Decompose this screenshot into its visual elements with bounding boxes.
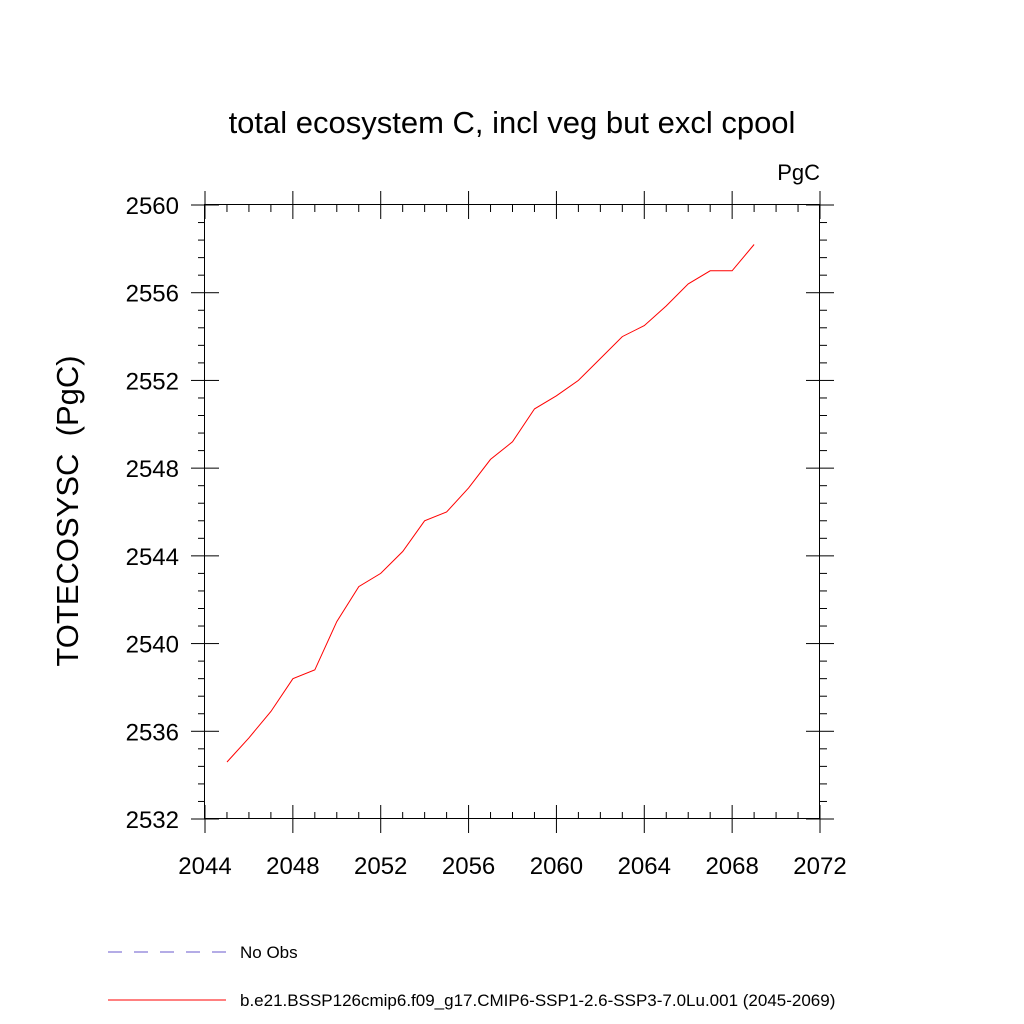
y-tick-label: 2552 <box>126 368 179 395</box>
series-line <box>226 244 755 763</box>
y-tick-label: 2560 <box>126 193 179 220</box>
x-tick-label: 2068 <box>705 853 758 880</box>
x-tick-label: 2072 <box>793 853 846 880</box>
x-tick-label: 2064 <box>618 853 671 880</box>
y-axis-label: TOTECOSYSC (PgC) <box>50 355 85 666</box>
x-tick-label: 2044 <box>178 853 231 880</box>
x-tick-label: 2060 <box>530 853 583 880</box>
y-tick-label: 2544 <box>126 544 179 571</box>
legend-label: No Obs <box>240 943 298 962</box>
series-layer <box>226 244 755 763</box>
x-tick-label: 2052 <box>354 853 407 880</box>
y-tick-label: 2532 <box>126 807 179 834</box>
x-tick-label: 2056 <box>442 853 495 880</box>
plot-frame <box>204 204 820 819</box>
x-tick-label: 2048 <box>266 853 319 880</box>
y-tick-label: 2540 <box>126 632 179 659</box>
y-tick-label: 2548 <box>126 456 179 483</box>
legend-label: b.e21.BSSP126cmip6.f09_g17.CMIP6-SSP1-2.… <box>240 991 835 1010</box>
axis-tick-labels: 2044 2048 2052 2056 2060 2064 2068 2072 2532 2536… <box>126 193 847 880</box>
legend: No Obs b.e21.BSSP126cmip6.f09_g17.CMIP6-S… <box>108 943 835 1010</box>
chart-title: total ecosystem C, incl veg but excl cpo… <box>229 105 796 140</box>
axis-ticks <box>191 191 834 833</box>
units-label: PgC <box>777 160 820 185</box>
y-tick-label: 2556 <box>126 281 179 308</box>
y-tick-label: 2536 <box>126 719 179 746</box>
